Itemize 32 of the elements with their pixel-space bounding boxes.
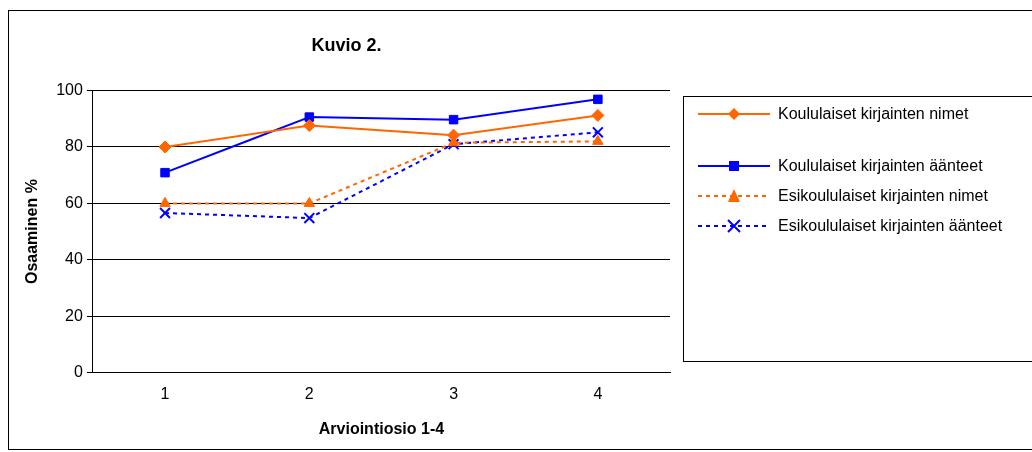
point: [593, 94, 603, 105]
point: [160, 167, 170, 178]
x-tick-label: 1: [160, 384, 170, 402]
point: [591, 126, 604, 139]
legend-label: Esikoululaiset kirjainten nimet: [778, 186, 989, 206]
point: [592, 134, 604, 145]
point: [303, 196, 316, 207]
point: [304, 112, 315, 122]
y-tick-label: 40: [65, 250, 83, 268]
chart-title: Kuvio 2.: [311, 34, 382, 55]
x-tick-label: 4: [593, 384, 603, 402]
y-tick-label: 100: [56, 81, 83, 99]
legend-label: Esikoululaiset kirjainten äänteet: [778, 216, 1004, 236]
legend-label: Koululaiset kirjainten nimet: [778, 104, 970, 124]
point: [591, 108, 605, 122]
point: [303, 212, 316, 225]
x-axis-title: Arviointiosio 1-4: [318, 419, 445, 437]
y-tick-label: 80: [65, 137, 83, 155]
point: [159, 207, 171, 219]
point: [447, 138, 460, 151]
y-axis-title: Osaaminen %: [23, 179, 41, 285]
point: [447, 128, 461, 142]
point: [302, 119, 316, 133]
y-tick-label: 0: [73, 363, 83, 381]
legend-label: Koululaiset kirjainten äänteet: [778, 156, 984, 176]
y-tick-label: 20: [65, 306, 83, 324]
point: [158, 140, 172, 154]
x-tick-label: 2: [304, 384, 314, 402]
x-tick-label: 3: [449, 384, 459, 402]
y-tick-label: 60: [65, 193, 83, 211]
point: [159, 196, 171, 207]
point: [448, 114, 459, 125]
